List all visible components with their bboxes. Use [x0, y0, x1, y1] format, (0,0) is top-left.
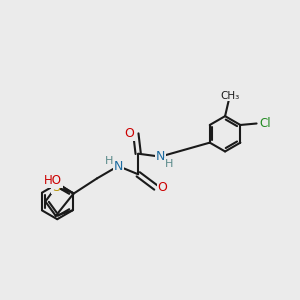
- Text: O: O: [124, 127, 134, 140]
- Text: N: N: [113, 160, 123, 172]
- Text: CH₃: CH₃: [220, 91, 240, 100]
- Text: H: H: [165, 159, 173, 169]
- Text: S: S: [52, 181, 60, 194]
- Text: N: N: [156, 150, 165, 163]
- Text: H: H: [105, 156, 113, 166]
- Text: HO: HO: [44, 174, 62, 187]
- Text: Cl: Cl: [259, 117, 271, 130]
- Text: O: O: [158, 181, 167, 194]
